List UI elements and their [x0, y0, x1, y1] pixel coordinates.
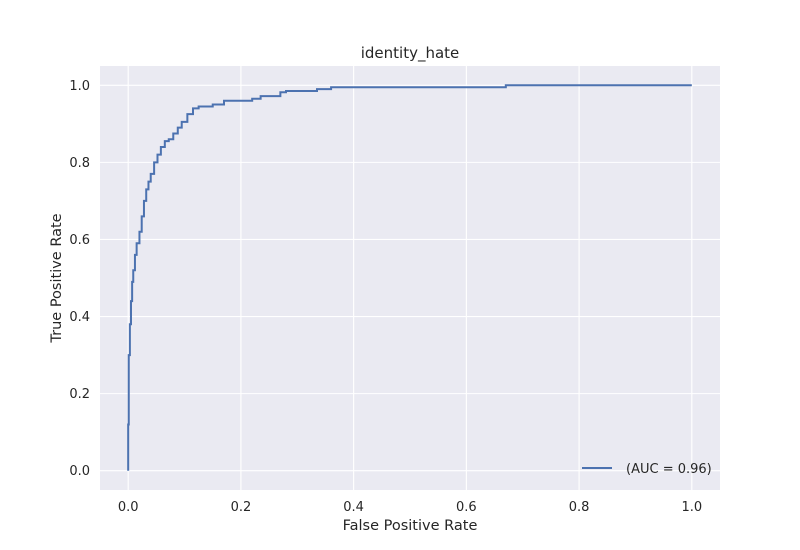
roc-curve-line — [127, 84, 692, 471]
x-tick-label: 0.4 — [343, 500, 364, 515]
x-tick-label: 0.8 — [569, 500, 590, 515]
y-axis-label: True Positive Rate — [49, 213, 65, 343]
y-tick-label: 0.0 — [69, 464, 90, 479]
x-tick-label: 1.0 — [681, 500, 702, 515]
x-axis-label: False Positive Rate — [343, 518, 478, 534]
legend: (AUC = 0.96) — [582, 462, 712, 477]
series-layer — [127, 84, 692, 471]
y-tick-label: 0.2 — [69, 387, 90, 402]
y-tick-label: 0.6 — [69, 233, 90, 248]
plot-background — [100, 66, 720, 490]
legend-label: (AUC = 0.96) — [626, 462, 712, 477]
y-tick-label: 0.8 — [69, 156, 90, 171]
x-tick-label: 0.6 — [456, 500, 477, 515]
y-tick-labels: 0.0 0.2 0.4 0.6 0.8 1.0 — [69, 79, 90, 479]
y-tick-label: 0.4 — [69, 310, 90, 325]
y-tick-label: 1.0 — [69, 79, 90, 94]
chart-title: identity_hate — [361, 44, 460, 63]
x-tick-labels: 0.0 0.2 0.4 0.6 0.8 1.0 — [118, 500, 702, 515]
grid-lines — [100, 66, 720, 490]
x-tick-label: 0.2 — [231, 500, 252, 515]
x-tick-label: 0.0 — [118, 500, 139, 515]
